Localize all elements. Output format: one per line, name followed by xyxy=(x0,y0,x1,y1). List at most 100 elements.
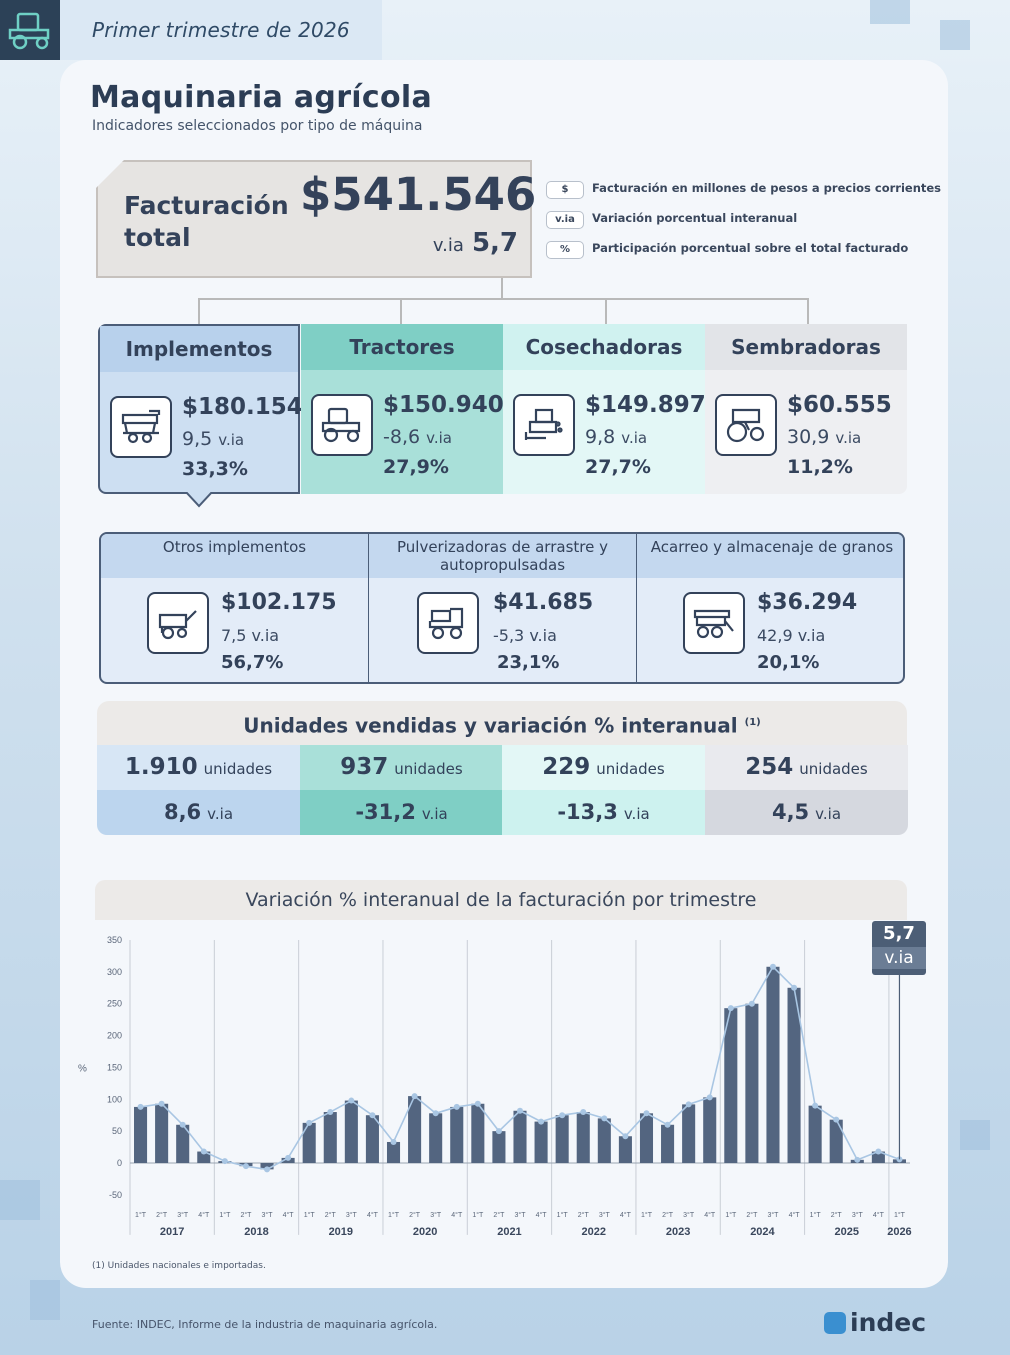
year-label: 2017 xyxy=(160,1226,184,1238)
bar xyxy=(429,1113,443,1163)
year-label: 2024 xyxy=(750,1226,775,1238)
category-value: $180.154 xyxy=(182,394,303,420)
sub-pulverizadoras[interactable]: Pulverizadoras de arrastre y autopropuls… xyxy=(369,534,637,682)
bar xyxy=(682,1104,696,1163)
data-point xyxy=(432,1110,439,1117)
units-count: 254 unidades xyxy=(705,745,908,790)
category-name: Sembradoras xyxy=(705,324,907,370)
bar xyxy=(576,1112,590,1163)
data-point xyxy=(495,1128,502,1135)
data-point xyxy=(242,1163,249,1170)
legend-item-pct: % Participación porcentual sobre el total… xyxy=(546,241,908,259)
quarter-label: 2°T xyxy=(831,1211,843,1219)
data-point xyxy=(306,1119,313,1126)
tree-line xyxy=(198,298,200,324)
category-cosechadoras[interactable]: Cosechadoras $149.897 9,8 v.ia 27,7% xyxy=(503,324,706,494)
total-value: $541.546 xyxy=(300,168,537,221)
y-tick-label: 0 xyxy=(117,1158,122,1168)
total-box xyxy=(96,160,532,278)
quarter-label: 1°T xyxy=(219,1211,231,1219)
sub-name: Pulverizadoras de arrastre y autopropuls… xyxy=(369,534,636,578)
units-via: -13,3 v.ia xyxy=(502,790,705,835)
quarter-label: 1°T xyxy=(472,1211,484,1219)
category-value: $150.940 xyxy=(383,392,504,418)
data-point xyxy=(453,1103,460,1110)
year-label: 2022 xyxy=(582,1226,606,1238)
year-label: 2021 xyxy=(497,1226,521,1238)
period-label: Primer trimestre de 2026 xyxy=(92,18,350,42)
quarter-label: 3°T xyxy=(346,1211,358,1219)
category-sembradoras[interactable]: Sembradoras $60.555 30,9 v.ia 11,2% xyxy=(705,324,907,494)
data-point xyxy=(833,1116,840,1123)
y-tick-label: 200 xyxy=(107,1031,122,1041)
units-via: -31,2 v.ia xyxy=(300,790,503,835)
seeder-icon xyxy=(715,394,777,456)
year-label: 2020 xyxy=(413,1226,437,1238)
quarter-label: 1°T xyxy=(388,1211,400,1219)
data-point xyxy=(538,1118,545,1125)
quarter-label: 1°T xyxy=(894,1211,906,1219)
y-tick-label: 300 xyxy=(107,967,122,977)
implement-icon xyxy=(110,396,172,458)
quarter-label: 4°T xyxy=(620,1211,632,1219)
bar xyxy=(471,1103,485,1163)
quarter-label: 2°T xyxy=(156,1211,168,1219)
bar xyxy=(618,1136,632,1163)
quarter-label: 3°T xyxy=(177,1211,189,1219)
category-implementos[interactable]: Implementos $180.154 9,5 v.ia 33,3% xyxy=(98,324,303,494)
sub-via: -5,3 v.ia xyxy=(493,626,557,645)
data-point xyxy=(559,1112,566,1119)
data-point xyxy=(221,1158,228,1165)
bar xyxy=(829,1119,843,1163)
quarter-label: 4°T xyxy=(198,1211,210,1219)
tractor-icon xyxy=(311,394,373,456)
sub-otros-implementos[interactable]: Otros implementos $102.175 7,5 v.ia 56,7… xyxy=(101,534,369,682)
y-tick-label: 150 xyxy=(107,1062,122,1072)
y-tick-label: 250 xyxy=(107,999,122,1009)
data-point xyxy=(179,1121,186,1128)
quarter-label: 3°T xyxy=(683,1211,695,1219)
bar xyxy=(787,987,801,1163)
bar xyxy=(323,1112,337,1163)
sub-value: $102.175 xyxy=(221,590,337,615)
category-via: 9,5 v.ia xyxy=(182,428,245,450)
sub-pct: 23,1% xyxy=(497,652,560,673)
y-axis-label: % xyxy=(78,1063,87,1074)
quarter-label: 2°T xyxy=(240,1211,252,1219)
category-value: $149.897 xyxy=(585,392,706,418)
category-name: Implementos xyxy=(100,326,298,372)
quarter-label: 3°T xyxy=(852,1211,864,1219)
data-point xyxy=(748,1000,755,1007)
page-title: Maquinaria agrícola xyxy=(90,80,432,115)
quarter-label: 4°T xyxy=(451,1211,463,1219)
sub-acarreo[interactable]: Acarreo y almacenaje de granos $36.294 4… xyxy=(637,534,903,682)
category-pct: 11,2% xyxy=(787,456,853,478)
data-point xyxy=(411,1093,418,1100)
category-via: 9,8 v.ia xyxy=(585,426,648,448)
data-point xyxy=(474,1100,481,1107)
quarter-label: 3°T xyxy=(262,1211,274,1219)
units-count: 937 unidades xyxy=(300,745,503,790)
category-name: Cosechadoras xyxy=(503,324,705,370)
units-via: 8,6 v.ia xyxy=(97,790,300,835)
tree-line xyxy=(605,298,607,324)
sub-via: 42,9 v.ia xyxy=(757,626,826,645)
quarter-label: 1°T xyxy=(641,1211,653,1219)
year-label: 2019 xyxy=(329,1226,353,1238)
tree-line xyxy=(807,298,809,324)
units-via: 4,5 v.ia xyxy=(705,790,908,835)
bar xyxy=(450,1106,464,1163)
quarter-label: 2°T xyxy=(578,1211,590,1219)
trailer-icon xyxy=(147,592,209,654)
bar xyxy=(197,1151,211,1163)
category-pct: 33,3% xyxy=(182,458,248,480)
y-tick-label: -50 xyxy=(109,1190,122,1200)
quarter-label: 4°T xyxy=(367,1211,379,1219)
bar xyxy=(808,1105,822,1163)
bar xyxy=(597,1118,611,1163)
category-tractores[interactable]: Tractores $150.940 -8,6 v.ia 27,9% xyxy=(301,324,504,494)
data-point xyxy=(348,1097,355,1104)
quarter-label: 1°T xyxy=(810,1211,822,1219)
category-via: -8,6 v.ia xyxy=(383,426,452,448)
tree-line xyxy=(400,298,402,324)
